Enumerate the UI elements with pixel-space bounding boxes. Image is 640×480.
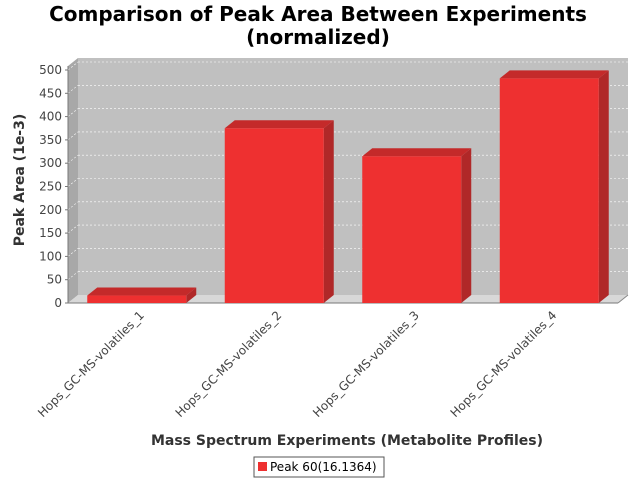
bar-top <box>87 287 197 296</box>
y-tick-label: 450 <box>39 86 62 100</box>
y-tick-label: 0 <box>54 296 62 310</box>
y-tick-label: 300 <box>39 156 62 170</box>
y-axis-label: Peak Area (1e-3) <box>12 114 28 247</box>
legend-swatch <box>258 462 267 471</box>
plot-left-wall <box>68 58 78 303</box>
legend-box <box>253 456 385 478</box>
x-tick-label: Hops_GC-MS-volatiles_3 <box>310 308 422 420</box>
legend-label: Peak 60(16.1364) <box>270 460 377 474</box>
bar-front <box>224 128 324 303</box>
x-axis-tick-labels: Hops_GC-MS-volatiles_1 Hops_GC-MS-volatil… <box>35 308 559 420</box>
bar <box>224 120 334 303</box>
y-tick-label: 150 <box>39 226 62 240</box>
plot-floor <box>68 295 628 303</box>
y-tick-label: 400 <box>39 110 62 124</box>
plot-area <box>67 58 629 304</box>
chart-title-line1: Comparison of Peak Area Between Experime… <box>49 2 587 26</box>
bar-side <box>323 120 334 303</box>
y-tick-label: 50 <box>47 273 62 287</box>
bar-side <box>598 70 609 303</box>
bar-front <box>362 156 462 303</box>
bar-top <box>499 70 609 79</box>
y-tick-label: 350 <box>39 133 62 147</box>
x-tick-label: Hops_GC-MS-volatiles_4 <box>448 308 560 420</box>
x-axis-label: Mass Spectrum Experiments (Metabolite Pr… <box>151 433 543 449</box>
bar <box>499 70 609 303</box>
y-tick-label: 250 <box>39 180 62 194</box>
bar-front <box>87 295 187 303</box>
x-tick-label: Hops_GC-MS-volatiles_1 <box>35 308 147 420</box>
bar <box>87 287 197 303</box>
bar-side <box>186 287 197 303</box>
y-tick-label: 100 <box>39 249 62 263</box>
plot-back-wall <box>78 58 628 295</box>
bar <box>362 148 472 303</box>
bar-side <box>461 148 472 303</box>
y-tick-label: 500 <box>39 63 62 77</box>
y-axis-ticks: 0 50 100 150 200 250 300 350 400 450 500 <box>39 63 68 310</box>
chart-title-line2: (normalized) <box>246 25 390 49</box>
bar-front <box>499 78 599 303</box>
y-tick-label: 200 <box>39 203 62 217</box>
bar-top <box>224 120 334 129</box>
bar-top <box>362 148 472 157</box>
legend: Peak 60(16.1364) <box>253 456 385 478</box>
x-tick-label: Hops_GC-MS-volatiles_2 <box>173 308 285 420</box>
plot-border-right <box>617 294 629 304</box>
bars <box>87 70 609 303</box>
